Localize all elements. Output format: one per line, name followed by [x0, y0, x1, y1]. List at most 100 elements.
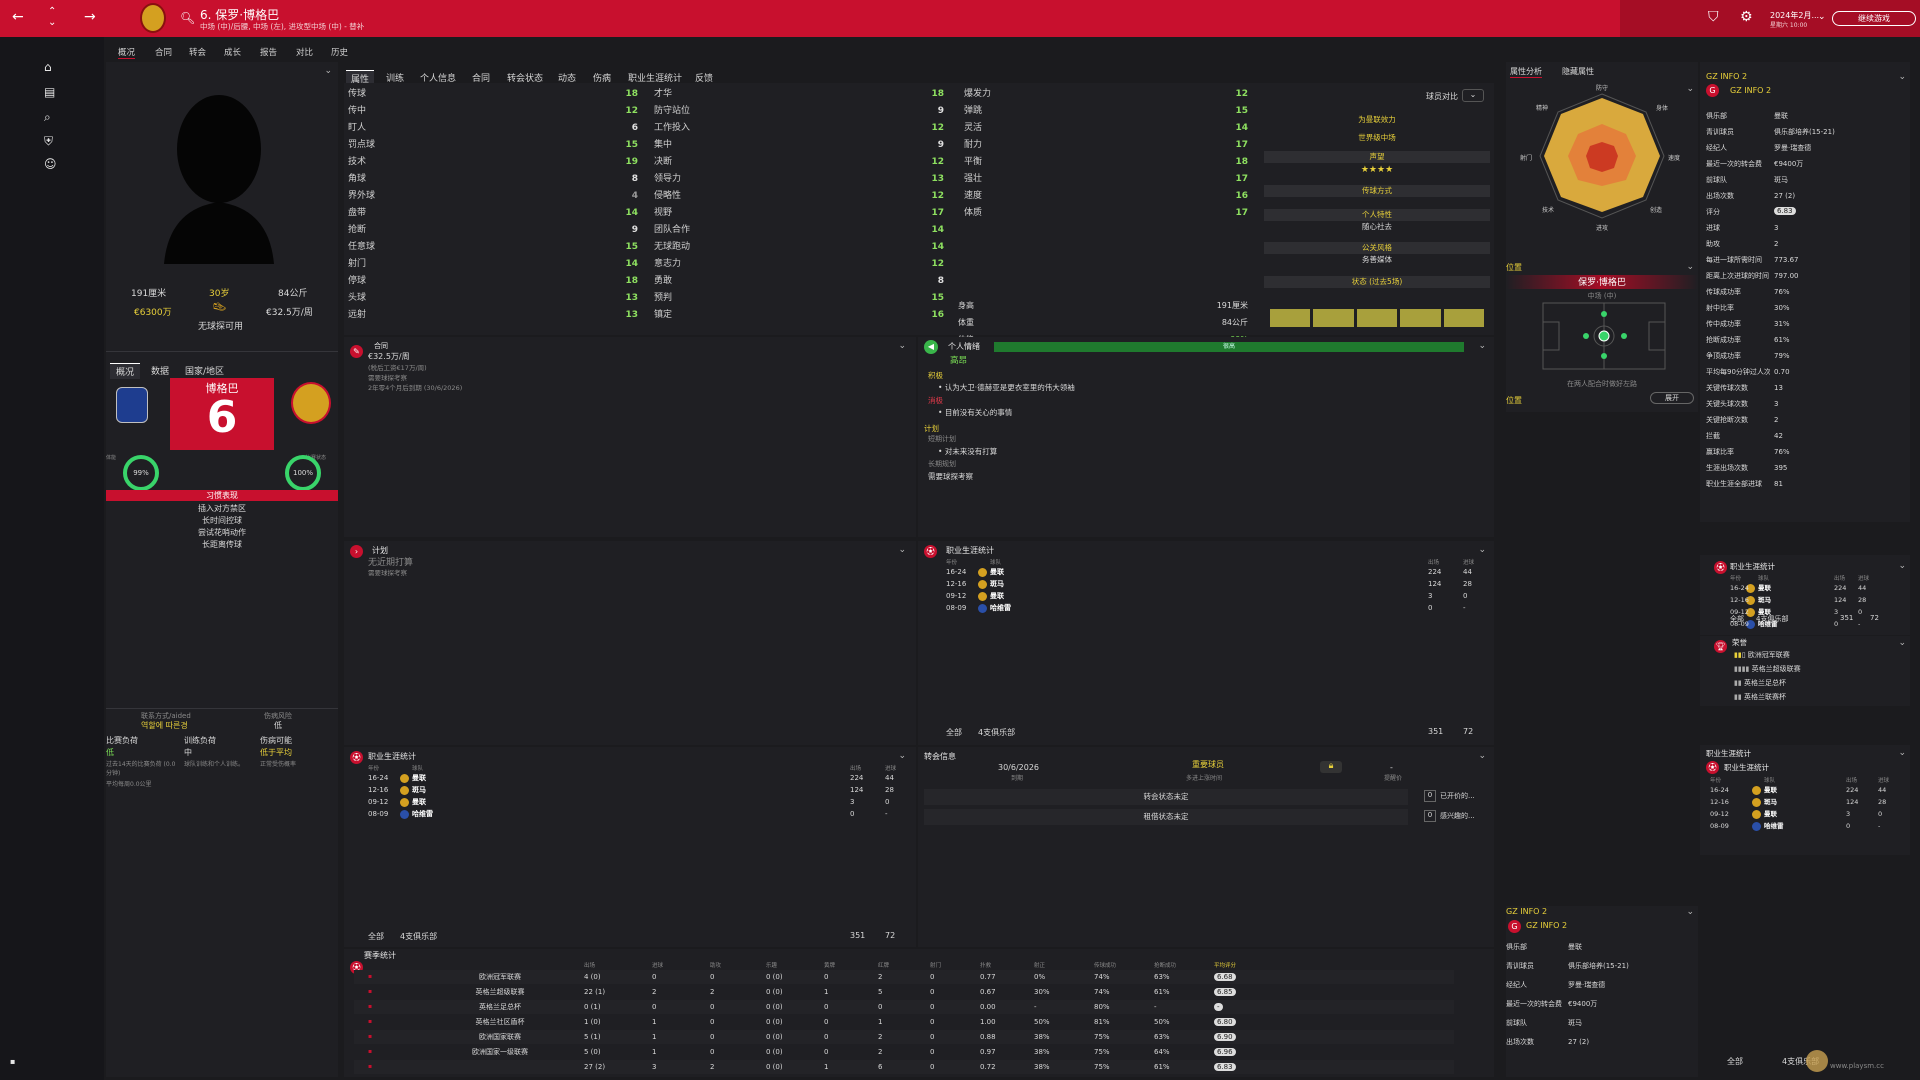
attribute-row[interactable]: 无球跑动 14 [654, 240, 944, 254]
lock-icon[interactable]: 🔒︎ [1320, 761, 1342, 773]
profile-tab-stats[interactable]: 数据 [151, 367, 170, 377]
attribute-row[interactable]: 预判 15 [654, 291, 944, 305]
attribute-row[interactable]: 盘带 14 [348, 206, 638, 220]
back-icon[interactable]: ← [12, 9, 24, 25]
attribute-row[interactable]: 勇敢 8 [654, 274, 944, 288]
attribute-row[interactable]: 头球 13 [348, 291, 638, 305]
compare-dropdown[interactable]: ⌄ [1462, 89, 1484, 102]
attribute-row[interactable]: 体质 17 [964, 206, 1248, 220]
season-row[interactable]: ▪ 欧洲冠军联赛 4 (0) 0 0 0 (0) 0 2 0 0.77 0% 74% 63% 6.68 [354, 970, 1454, 984]
mood-title[interactable]: 个人情绪 [948, 342, 980, 351]
chevron-down-icon[interactable]: ⌄ [1818, 12, 1826, 22]
chevron-down-icon[interactable]: ⌄ [898, 341, 906, 351]
career-title[interactable]: 职业生涯统计 [1724, 763, 1769, 772]
career-row[interactable]: 16-24 曼联 224 44 [368, 772, 898, 784]
career-title[interactable]: 职业生涯统计 [946, 546, 994, 555]
career-row[interactable]: 16-24 曼联 224 44 [1730, 582, 1890, 594]
attribute-row[interactable]: 工作投入 12 [654, 121, 944, 135]
subnav-compare[interactable]: 对比 [296, 48, 314, 58]
form-bar[interactable] [1400, 309, 1441, 327]
attribute-row[interactable]: 爆发力 12 [964, 87, 1248, 101]
gz-subtitle[interactable]: GZ INFO 2 [1526, 921, 1568, 930]
attribute-row[interactable]: 强壮 17 [964, 172, 1248, 186]
tab-news[interactable]: 动态 [558, 74, 577, 84]
career-title[interactable]: 职业生涯统计 [368, 752, 416, 761]
chevron-down-icon[interactable]: ⌄ [1478, 751, 1486, 761]
career-row[interactable]: 09-12 曼联 3 0 [946, 590, 1476, 602]
chevron-down-icon[interactable]: ⌄ [1686, 84, 1694, 94]
attribute-row[interactable]: 角球 8 [348, 172, 638, 186]
chevron-down-icon[interactable]: ⌄ [898, 751, 906, 761]
form-bar[interactable] [1270, 309, 1311, 327]
season-row[interactable]: ▪ 英格兰超级联赛 22 (1) 2 2 0 (0) 1 5 0 0.67 30% 74% 61% 6.8… [354, 985, 1454, 999]
attribute-row[interactable]: 平衡 18 [964, 155, 1248, 169]
chevron-down-icon[interactable]: ⌄ [1898, 561, 1906, 571]
search-icon[interactable]: 🔍︎ [180, 11, 196, 25]
attribute-row[interactable]: 传中 12 [348, 104, 638, 118]
attribute-row[interactable]: 界外球 4 [348, 189, 638, 203]
subnav-development[interactable]: 成长 [224, 48, 242, 58]
attribute-row[interactable]: 技术 19 [348, 155, 638, 169]
season-title[interactable]: 赛季统计 [364, 951, 396, 960]
season-row[interactable]: ▪ 27 (2) 3 2 0 (0) 1 6 0 0.72 38% 75% 61% 6.83 [354, 1060, 1454, 1074]
subnav-transfer[interactable]: 转会 [189, 48, 207, 58]
season-row[interactable]: ▪ 欧洲国家联赛 5 (1) 1 0 0 (0) 0 2 0 0.88 38% 75% 63% 6.90 [354, 1030, 1454, 1044]
subnav-contract[interactable]: 合同 [155, 48, 173, 58]
tab-career-stats[interactable]: 职业生涯统计 [628, 74, 683, 84]
career-row[interactable]: 08-09 哈维雷 0 - [946, 602, 1476, 614]
tab-contract[interactable]: 合同 [472, 74, 491, 84]
season-row[interactable]: ▪ 英格兰社区盾杯 1 (0) 1 0 0 (0) 0 1 0 1.00 50% 81% 50% 6.80 [354, 1015, 1454, 1029]
plan-title[interactable]: 计划 [372, 546, 388, 555]
attribute-row[interactable]: 侵略性 12 [654, 189, 944, 203]
tab-transfer-status[interactable]: 转会状态 [507, 74, 544, 84]
club-crest[interactable] [291, 382, 331, 424]
attribute-row[interactable]: 才华 18 [654, 87, 944, 101]
tab-feedback[interactable]: 反馈 [695, 74, 714, 84]
form-bar[interactable] [1356, 309, 1398, 327]
attribute-row[interactable]: 视野 17 [654, 206, 944, 220]
career-row[interactable]: 09-12 曼联 3 0 [1710, 808, 1900, 820]
profile-tab-nation[interactable]: 国家/地区 [185, 367, 225, 377]
chevron-down-icon[interactable]: ⌄ [1478, 341, 1486, 351]
career-row[interactable]: 16-24 曼联 224 44 [1710, 784, 1900, 796]
attribute-row[interactable]: 盯人 6 [348, 121, 638, 135]
inbox-icon[interactable]: ▤ [44, 85, 56, 99]
shield-icon[interactable]: ⛉ [1708, 9, 1719, 25]
continue-button[interactable]: 继续游戏 [1832, 11, 1916, 26]
career-row[interactable]: 09-12 曼联 3 0 [368, 796, 898, 808]
attribute-row[interactable]: 决断 12 [654, 155, 944, 169]
tab-attributes[interactable]: 属性 [346, 70, 375, 86]
tab-personal[interactable]: 个人信息 [420, 74, 457, 84]
career-row[interactable]: 08-09 哈维雷 0 - [1730, 618, 1890, 630]
expand-button[interactable]: 展开 [1650, 392, 1694, 404]
attribute-row[interactable]: 任意球 15 [348, 240, 638, 254]
attribute-row[interactable]: 领导力 13 [654, 172, 944, 186]
position-title[interactable]: 位置 [1506, 263, 1522, 272]
career-row[interactable]: 12-16 斑马 124 28 [1730, 594, 1890, 606]
subnav-reports[interactable]: 报告 [260, 48, 278, 58]
career-row[interactable]: 12-16 斑马 124 28 [946, 578, 1476, 590]
attribute-row[interactable]: 罚点球 15 [348, 138, 638, 152]
subnav-history[interactable]: 历史 [331, 48, 349, 58]
search-icon[interactable]: ⌕ [44, 110, 51, 124]
attribute-row[interactable]: 远射 13 [348, 308, 638, 322]
attribute-row[interactable]: 传球 18 [348, 87, 638, 101]
chevron-down-icon[interactable]: ⌄ [1686, 262, 1694, 272]
tab-training[interactable]: 训练 [386, 74, 405, 84]
career-row[interactable]: 09-12 曼联 3 0 [1730, 606, 1890, 618]
attribute-row[interactable]: 抢断 9 [348, 223, 638, 237]
attribute-row[interactable]: 团队合作 14 [654, 223, 944, 237]
career-row[interactable]: 16-24 曼联 224 44 [946, 566, 1476, 578]
chevron-down-icon[interactable]: ⌄ [1686, 907, 1694, 917]
chevron-down-icon[interactable]: ⌄ [1898, 748, 1906, 758]
gear-icon[interactable]: ⚙ [1740, 9, 1753, 25]
season-row[interactable]: ▪ 英格兰足总杯 0 (1) 0 0 0 (0) 0 0 0 0.00 - 80% - - [354, 1000, 1454, 1014]
season-row[interactable]: ▪ 欧洲国家一级联赛 5 (0) 1 0 0 (0) 0 2 0 0.97 38% 75% 64% 6.9… [354, 1045, 1454, 1059]
chevron-down-icon[interactable]: ⌄ [324, 66, 332, 76]
tab-hidden-attributes[interactable]: 隐藏属性 [1562, 67, 1594, 76]
attribute-row[interactable]: 停球 18 [348, 274, 638, 288]
career-row[interactable]: 12-16 斑马 124 28 [1710, 796, 1900, 808]
attribute-row[interactable]: 速度 16 [964, 189, 1248, 203]
form-bar[interactable] [1313, 309, 1354, 327]
transfer-title[interactable]: 转会信息 [924, 752, 956, 761]
